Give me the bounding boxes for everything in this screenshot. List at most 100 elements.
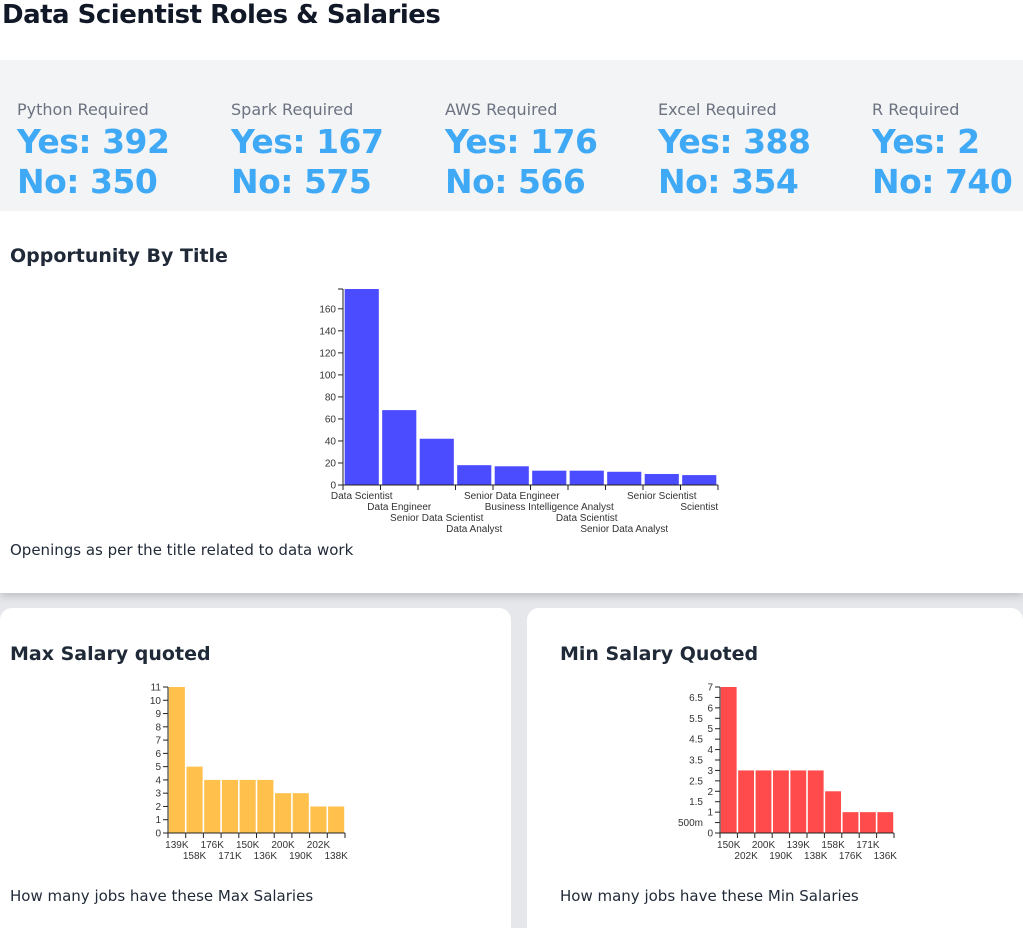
y-tick-label: 140 <box>319 326 336 337</box>
y-tick-label: 5 <box>707 724 713 735</box>
y-tick-label: 5.5 <box>689 714 703 725</box>
bar <box>274 793 292 833</box>
y-tick-label: 10 <box>150 696 162 707</box>
bar <box>292 793 309 833</box>
x-tick-label: Data Engineer <box>367 502 432 513</box>
bar <box>186 766 203 833</box>
x-tick-label: Senior Scientist <box>627 491 697 502</box>
y-tick-label: 11 <box>151 683 162 694</box>
stat-no: No: 566 <box>445 162 586 201</box>
bar <box>738 770 755 833</box>
y-tick-label: 7 <box>155 736 161 747</box>
x-tick-label: 158K <box>183 851 207 862</box>
x-tick-label: Senior Data Analyst <box>580 524 668 535</box>
stat-label: R Required <box>872 100 960 119</box>
x-tick-label: 138K <box>804 851 828 862</box>
y-tick-label: 0 <box>330 481 336 492</box>
chart-caption-max-salary: How many jobs have these Max Salaries <box>10 887 314 905</box>
stat-python: Python Required Yes: 392 No: 350 <box>17 100 170 202</box>
x-tick-label: 200K <box>271 840 295 851</box>
stat-label: Python Required <box>17 100 149 119</box>
x-tick-label: Senior Data Engineer <box>464 491 560 502</box>
stats-bar: Python Required Yes: 392 No: 350 Spark R… <box>0 60 1023 211</box>
x-tick-label: 202K <box>307 840 331 851</box>
x-tick-label: 150K <box>717 840 741 851</box>
bar <box>221 779 239 833</box>
y-tick-label: 40 <box>325 436 337 447</box>
chart-caption-opportunity: Openings as per the title related to dat… <box>10 541 354 559</box>
bar <box>790 770 807 833</box>
bar <box>682 475 717 485</box>
stat-yes: Yes: 2 <box>872 122 980 161</box>
min-salary-card: Min Salary Quoted How many jobs have the… <box>527 608 1023 928</box>
stat-no: No: 575 <box>231 162 372 201</box>
stat-no: No: 350 <box>17 162 158 201</box>
bar <box>644 473 679 485</box>
y-tick-label: 160 <box>319 304 336 315</box>
y-tick-label: 2 <box>155 802 161 813</box>
stat-label: Excel Required <box>658 100 777 119</box>
stat-no: No: 354 <box>658 162 799 201</box>
bar <box>807 770 824 833</box>
bar <box>257 779 274 833</box>
x-tick-label: Data Scientist <box>556 513 618 524</box>
stat-yes: Yes: 176 <box>445 122 598 161</box>
y-tick-label: 3 <box>707 766 713 777</box>
x-tick-label: 202K <box>734 851 758 862</box>
y-tick-label: 500m <box>678 818 703 829</box>
stat-yes: Yes: 167 <box>231 122 384 161</box>
bar <box>532 470 567 485</box>
y-tick-label: 9 <box>155 709 161 720</box>
x-tick-label: 136K <box>254 851 278 862</box>
chart-caption-min-salary: How many jobs have these Min Salaries <box>560 887 859 905</box>
x-tick-label: 158K <box>821 840 845 851</box>
stat-yes: Yes: 388 <box>658 122 811 161</box>
stat-r: R Required Yes: 2 No: 740 <box>872 100 1013 202</box>
stat-spark: Spark Required Yes: 167 No: 575 <box>231 100 384 202</box>
x-tick-label: Business Intelligence Analyst <box>485 502 614 513</box>
bar <box>772 770 789 833</box>
x-tick-label: Data Analyst <box>446 524 502 535</box>
x-tick-label: 176K <box>839 851 863 862</box>
x-tick-label: 139K <box>787 840 811 851</box>
bar <box>239 779 256 833</box>
bar <box>382 410 417 485</box>
max-salary-chart: 01234567891011139K158K176K171K150K136K20… <box>150 683 348 863</box>
y-tick-label: 1 <box>707 808 713 819</box>
y-tick-label: 4.5 <box>689 735 703 746</box>
y-tick-label: 1 <box>155 815 161 826</box>
bar <box>842 812 859 833</box>
x-tick-label: Data Scientist <box>331 491 393 502</box>
y-tick-label: 6 <box>155 749 161 760</box>
y-tick-label: 6 <box>707 703 713 714</box>
y-tick-label: 8 <box>155 722 161 733</box>
y-tick-label: 4 <box>155 775 161 786</box>
bar <box>607 471 642 485</box>
min-salary-chart: 0 500m 1 1.5 2 2.5 3 3.5 4 4.5 5 5.5 6 6.5 7 150K202K20… <box>678 683 897 863</box>
y-tick-label: 6.5 <box>689 693 703 704</box>
x-tick-label: 171K <box>856 840 880 851</box>
bar <box>419 438 454 485</box>
x-tick-label: 150K <box>236 840 260 851</box>
stat-label: AWS Required <box>445 100 558 119</box>
x-tick-label: Senior Data Scientist <box>390 513 484 524</box>
y-tick-label: 1.5 <box>689 797 703 808</box>
chart-title-min-salary: Min Salary Quoted <box>560 643 759 665</box>
x-tick-label: 190K <box>289 851 313 862</box>
x-tick-label: 136K <box>874 851 898 862</box>
y-tick-label: 0 <box>707 829 713 840</box>
bar <box>457 465 492 485</box>
y-tick-label: 7 <box>707 683 713 694</box>
x-tick-label: Scientist <box>680 502 718 513</box>
x-tick-label: 200K <box>752 840 776 851</box>
y-tick-label: 3 <box>155 789 161 800</box>
stat-no: No: 740 <box>872 162 1013 201</box>
x-tick-label: 139K <box>165 840 189 851</box>
bar <box>859 812 876 833</box>
y-tick-label: 60 <box>325 414 337 425</box>
bar <box>755 770 772 833</box>
y-tick-label: 20 <box>325 458 337 469</box>
y-tick-label: 2.5 <box>689 776 703 787</box>
y-tick-label: 5 <box>155 762 161 773</box>
